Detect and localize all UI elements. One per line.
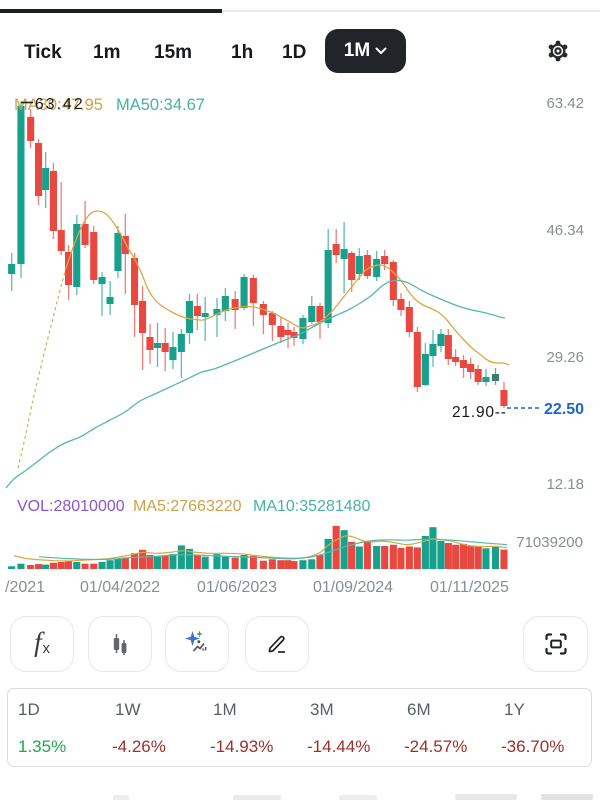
svg-text:46.34: 46.34 <box>546 222 584 239</box>
svg-text:01/11/2025: 01/11/2025 <box>430 579 509 596</box>
svg-text:21.90--: 21.90-- <box>452 404 507 421</box>
svg-text:63.42: 63.42 <box>546 95 584 112</box>
svg-text:MA10:35281480: MA10:35281480 <box>253 498 371 515</box>
svg-text:71039200: 71039200 <box>516 534 583 551</box>
svg-text:63.42: 63.42 <box>35 96 85 113</box>
svg-text:29.26: 29.26 <box>546 349 584 366</box>
svg-text:/2021: /2021 <box>5 579 45 596</box>
svg-text:MA50:34.67: MA50:34.67 <box>116 96 205 114</box>
svg-text:22.50: 22.50 <box>544 401 584 418</box>
svg-text:MA5:27663220: MA5:27663220 <box>133 498 242 515</box>
svg-text:VOL:28010000: VOL:28010000 <box>17 498 125 515</box>
svg-text:01/04/2022: 01/04/2022 <box>80 579 160 596</box>
svg-text:12.18: 12.18 <box>546 476 584 493</box>
svg-text:MA30:47.95: MA30:47.95 <box>14 96 103 114</box>
svg-text:01/09/2024: 01/09/2024 <box>313 579 393 596</box>
svg-text:01/06/2023: 01/06/2023 <box>197 579 277 596</box>
